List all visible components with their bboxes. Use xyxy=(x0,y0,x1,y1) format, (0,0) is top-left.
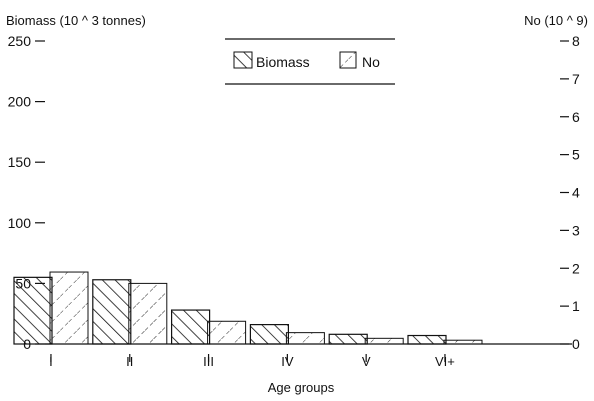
left-axis-title: Biomass (10 ^ 3 tonnes) xyxy=(6,13,146,28)
legend-label-biomass: Biomass xyxy=(256,54,310,70)
left-tick-label: 200 xyxy=(8,94,32,110)
left-tick-label: 250 xyxy=(8,33,32,49)
category-label: I xyxy=(49,354,53,369)
right-tick-label: 8 xyxy=(572,33,580,49)
bar-biomass xyxy=(249,324,289,345)
bar-no xyxy=(207,320,247,345)
right-tick-label: 4 xyxy=(572,185,580,201)
right-axis-title: No (10 ^ 9) xyxy=(524,13,588,28)
right-tick-label: 6 xyxy=(572,109,580,125)
right-axis: 0 1 2 3 4 5 6 7 8 xyxy=(560,33,580,352)
bar-no xyxy=(285,332,325,345)
left-tick-label: 150 xyxy=(8,154,32,170)
bars xyxy=(13,271,483,345)
bar-biomass xyxy=(13,276,53,345)
legend-swatch-no xyxy=(339,51,357,69)
category-labels: I II III IV V VI+ xyxy=(49,354,455,369)
bar-biomass xyxy=(171,309,211,345)
right-tick-label: 0 xyxy=(572,336,580,352)
right-tick-label: 3 xyxy=(572,222,580,238)
bar-no xyxy=(49,271,89,345)
bar-no xyxy=(364,337,404,345)
legend: Biomass No xyxy=(225,38,395,85)
category-label: VI+ xyxy=(435,354,455,369)
legend-label-no: No xyxy=(362,54,380,70)
x-axis-title: Age groups xyxy=(268,380,335,395)
right-tick-label: 2 xyxy=(572,260,580,276)
bar-biomass xyxy=(328,333,368,345)
right-tick-label: 7 xyxy=(572,71,580,87)
bar-no xyxy=(128,282,168,345)
legend-swatch-biomass xyxy=(233,51,253,69)
category-label: III xyxy=(203,354,214,369)
bar-biomass xyxy=(92,279,132,345)
left-tick-label: 100 xyxy=(8,215,32,231)
bar-biomass xyxy=(407,334,447,345)
right-tick-label: 5 xyxy=(572,147,580,163)
category-label: V xyxy=(362,354,371,369)
category-label: IV xyxy=(281,354,294,369)
right-tick-label: 1 xyxy=(572,298,580,314)
category-label: II xyxy=(126,354,133,369)
